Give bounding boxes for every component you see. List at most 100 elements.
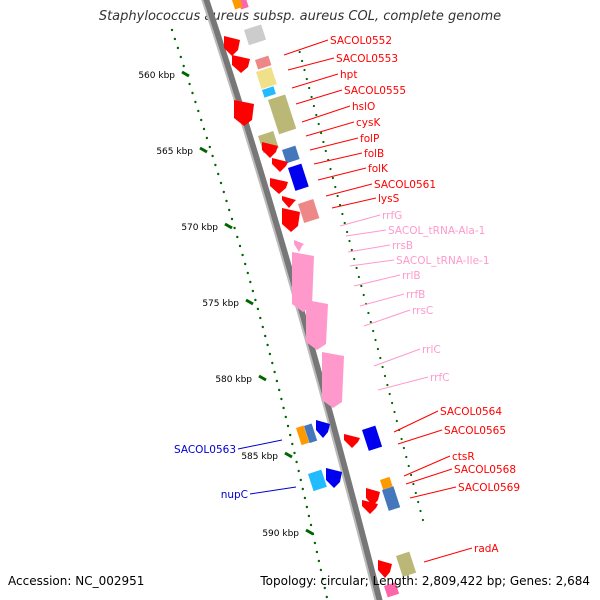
dot [211, 154, 214, 158]
feature-label[interactable]: hslO [352, 101, 375, 113]
feature-label[interactable]: rrfG [382, 210, 402, 222]
feature-label[interactable]: lysS [378, 193, 400, 205]
leader-line [325, 183, 373, 197]
dot [280, 397, 283, 401]
feature-label[interactable]: folK [368, 163, 389, 175]
feature-label[interactable]: rrsB [392, 240, 413, 252]
dot [275, 379, 279, 383]
feature-arrow [282, 196, 296, 208]
feature-label[interactable]: SACOL0569 [458, 482, 520, 494]
dot [303, 68, 306, 72]
dot [225, 199, 228, 203]
dot [191, 91, 194, 95]
feature-block [296, 425, 310, 446]
tick-mark [224, 222, 233, 230]
dot [343, 221, 346, 225]
feature-track [224, 0, 417, 598]
dot [417, 500, 420, 504]
dot [268, 352, 272, 356]
feature-label[interactable]: SACOL0555 [344, 85, 406, 97]
feature-label[interactable]: nupC [221, 489, 248, 501]
dot [182, 64, 185, 68]
feature-block [268, 94, 297, 135]
dot [383, 374, 387, 378]
feature-label[interactable]: rrfB [406, 289, 425, 301]
feature-block [282, 145, 300, 164]
feature-label[interactable]: rrfC [430, 372, 449, 384]
dot [391, 401, 394, 405]
leader-line [403, 455, 451, 477]
feature-label[interactable]: SACOL0563 [174, 444, 236, 456]
dot [395, 419, 398, 423]
feature-block [288, 163, 309, 191]
dot [407, 464, 410, 468]
dot [400, 437, 403, 441]
feature-label[interactable]: SACOL0565 [444, 425, 506, 437]
dotted-guide-arcs [170, 28, 424, 599]
leader-line [283, 39, 329, 56]
feature-block [232, 0, 243, 10]
dot [259, 316, 262, 320]
dot [321, 577, 324, 581]
dot [317, 122, 320, 126]
tick-mark [305, 528, 314, 536]
dot [241, 253, 244, 257]
leader-line [373, 348, 421, 367]
dot [301, 487, 304, 491]
feature-label[interactable]: cysK [356, 117, 381, 129]
feature-label[interactable]: SACOL0564 [440, 406, 502, 418]
leader-line [363, 309, 411, 327]
feature-label[interactable]: folP [360, 133, 379, 145]
dot [293, 451, 296, 455]
dot [303, 496, 307, 500]
dot [320, 131, 323, 135]
feature-label[interactable]: rrlC [422, 344, 441, 356]
feature-block [380, 476, 393, 490]
feature-arrow [292, 252, 314, 312]
feature-label[interactable]: SACOL0568 [454, 464, 516, 476]
feature-label[interactable]: SACOL_tRNA-Ala-1 [388, 225, 485, 237]
feature-label[interactable]: hpt [340, 69, 357, 81]
feature-block [255, 55, 272, 70]
tick-label: 565 kbp [156, 147, 193, 157]
feature-label[interactable]: ctsR [452, 451, 475, 463]
dot [244, 262, 247, 266]
dot [334, 185, 337, 189]
dot [271, 361, 274, 365]
feature-block [256, 67, 277, 90]
dot [297, 469, 300, 473]
dot [309, 523, 313, 527]
feature-label[interactable]: radA [474, 543, 499, 555]
dot [341, 212, 344, 216]
feature-label[interactable]: SACOL0561 [374, 179, 436, 191]
feature-label[interactable]: rrlB [402, 270, 421, 282]
tick-label: 575 kbp [202, 299, 239, 309]
feature-arrow [224, 36, 240, 56]
leader-line [295, 89, 343, 105]
feature-arrow [232, 55, 250, 73]
dot [369, 320, 372, 324]
dot [308, 86, 311, 90]
feature-label[interactable]: SACOL0553 [336, 53, 398, 65]
dot [197, 109, 200, 113]
feature-arrow [272, 158, 288, 172]
tick-mark [258, 374, 267, 382]
feature-label[interactable]: SACOL_tRNA-Ile-1 [396, 255, 490, 267]
feature-label[interactable]: SACOL0552 [330, 35, 392, 47]
leader-line [317, 167, 367, 181]
feature-label[interactable]: rrsC [412, 305, 433, 317]
dot [414, 491, 417, 495]
dot [386, 383, 389, 387]
leader-line [237, 439, 283, 450]
feature-block [308, 469, 327, 492]
dot [236, 235, 239, 239]
dot [295, 460, 298, 464]
feature-label[interactable]: folB [364, 148, 384, 160]
dot [379, 356, 382, 360]
dot [298, 50, 301, 54]
dot [323, 586, 326, 590]
dot [188, 82, 191, 86]
dot [219, 181, 223, 185]
tick-label: 590 kbp [262, 529, 299, 539]
